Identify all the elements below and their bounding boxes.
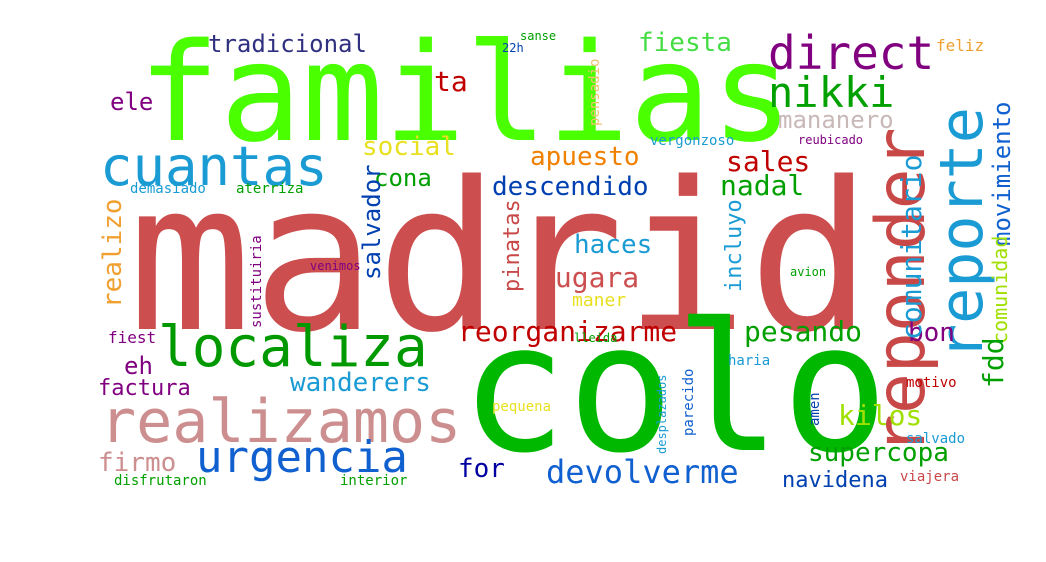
word-amen: amen bbox=[807, 392, 823, 426]
word-fdd: fdd bbox=[977, 337, 1010, 388]
word-salvador: salvador bbox=[358, 164, 386, 280]
word-vergonzoso: vergonzoso bbox=[650, 133, 735, 149]
word-cona: cona bbox=[374, 164, 432, 192]
word-direct: direct bbox=[768, 26, 935, 80]
word-haria: haria bbox=[728, 353, 771, 369]
word-demasiado: demasiado bbox=[130, 181, 206, 197]
word-nadal: nadal bbox=[720, 169, 805, 202]
word-reubicado: reubicado bbox=[798, 133, 864, 147]
word-factura: factura bbox=[98, 376, 191, 401]
word-desplazados: desplazados bbox=[655, 374, 669, 454]
word-localiza: localiza bbox=[158, 315, 428, 380]
word-viajera: viajera bbox=[900, 469, 960, 485]
word-madrid: madrid bbox=[128, 138, 873, 378]
word-salvado: salvado bbox=[906, 431, 966, 447]
word-ele: ele bbox=[110, 88, 154, 116]
word-cuantas: cuantas bbox=[100, 135, 328, 198]
word-eh: eh bbox=[124, 352, 153, 380]
word-interior: interior bbox=[340, 473, 408, 489]
word-22h: 22h bbox=[502, 41, 524, 55]
word-colo: colo bbox=[460, 285, 889, 492]
word-realizamos: realizamos bbox=[100, 387, 462, 457]
word-firmo: firmo bbox=[98, 448, 177, 478]
word-sales: sales bbox=[726, 145, 811, 178]
word-for: for bbox=[458, 454, 505, 484]
word-parecido: parecido bbox=[681, 368, 697, 436]
word-tradicional: tradicional bbox=[208, 30, 367, 58]
word-feliz: feliz bbox=[936, 36, 985, 55]
word-sanse: sanse bbox=[520, 29, 557, 43]
word-incluyo: incluyo bbox=[722, 199, 747, 292]
word-pesando: pesando bbox=[744, 315, 863, 348]
word-wanderers: wanderers bbox=[290, 368, 431, 398]
word-apuesto: apuesto bbox=[530, 142, 640, 172]
word-avion: avion bbox=[790, 265, 827, 279]
word-fiesta: fiesta bbox=[638, 28, 732, 58]
word-urgencia: urgencia bbox=[196, 432, 408, 483]
word-movimiento: movimiento bbox=[988, 101, 1016, 247]
word-motivo: motivo bbox=[906, 375, 957, 391]
word-haces: haces bbox=[574, 230, 653, 260]
word-bon: bon bbox=[908, 318, 955, 348]
word-descendido: descendido bbox=[492, 172, 649, 202]
word-comunidad: comunidad bbox=[988, 235, 1012, 344]
word-supercopa: supercopa bbox=[808, 438, 949, 468]
word-mananero: mananero bbox=[778, 106, 894, 134]
word-ta: ta bbox=[434, 65, 468, 98]
word-jugara: jugara bbox=[538, 261, 640, 294]
word-pequena: pequena bbox=[492, 399, 552, 415]
word-maner: maner bbox=[572, 290, 627, 311]
word-comunitario: comunitario bbox=[895, 154, 928, 340]
word-lleida: lleida bbox=[574, 331, 618, 345]
word-pinatas: pinatas bbox=[500, 199, 525, 292]
word-venimos: venimos bbox=[310, 259, 361, 273]
word-aterriza: aterriza bbox=[236, 181, 304, 197]
word-familias: familias bbox=[138, 15, 794, 173]
word-reorganizarme: reorganizarme bbox=[458, 315, 678, 348]
word-fiest: fiest bbox=[108, 328, 157, 347]
word-sustituiria: sustituiria bbox=[249, 235, 265, 328]
word-pensadio: pensadio bbox=[587, 58, 603, 126]
word-social: social bbox=[362, 132, 456, 162]
word-disfrutaron: disfrutaron bbox=[114, 473, 207, 489]
word-nikki: nikki bbox=[768, 68, 895, 117]
word-realizo: realizo bbox=[98, 198, 128, 308]
word-navidena: navidena bbox=[782, 468, 888, 493]
word-devolverme: devolverme bbox=[546, 453, 739, 491]
word-kilos: kilos bbox=[838, 399, 923, 432]
